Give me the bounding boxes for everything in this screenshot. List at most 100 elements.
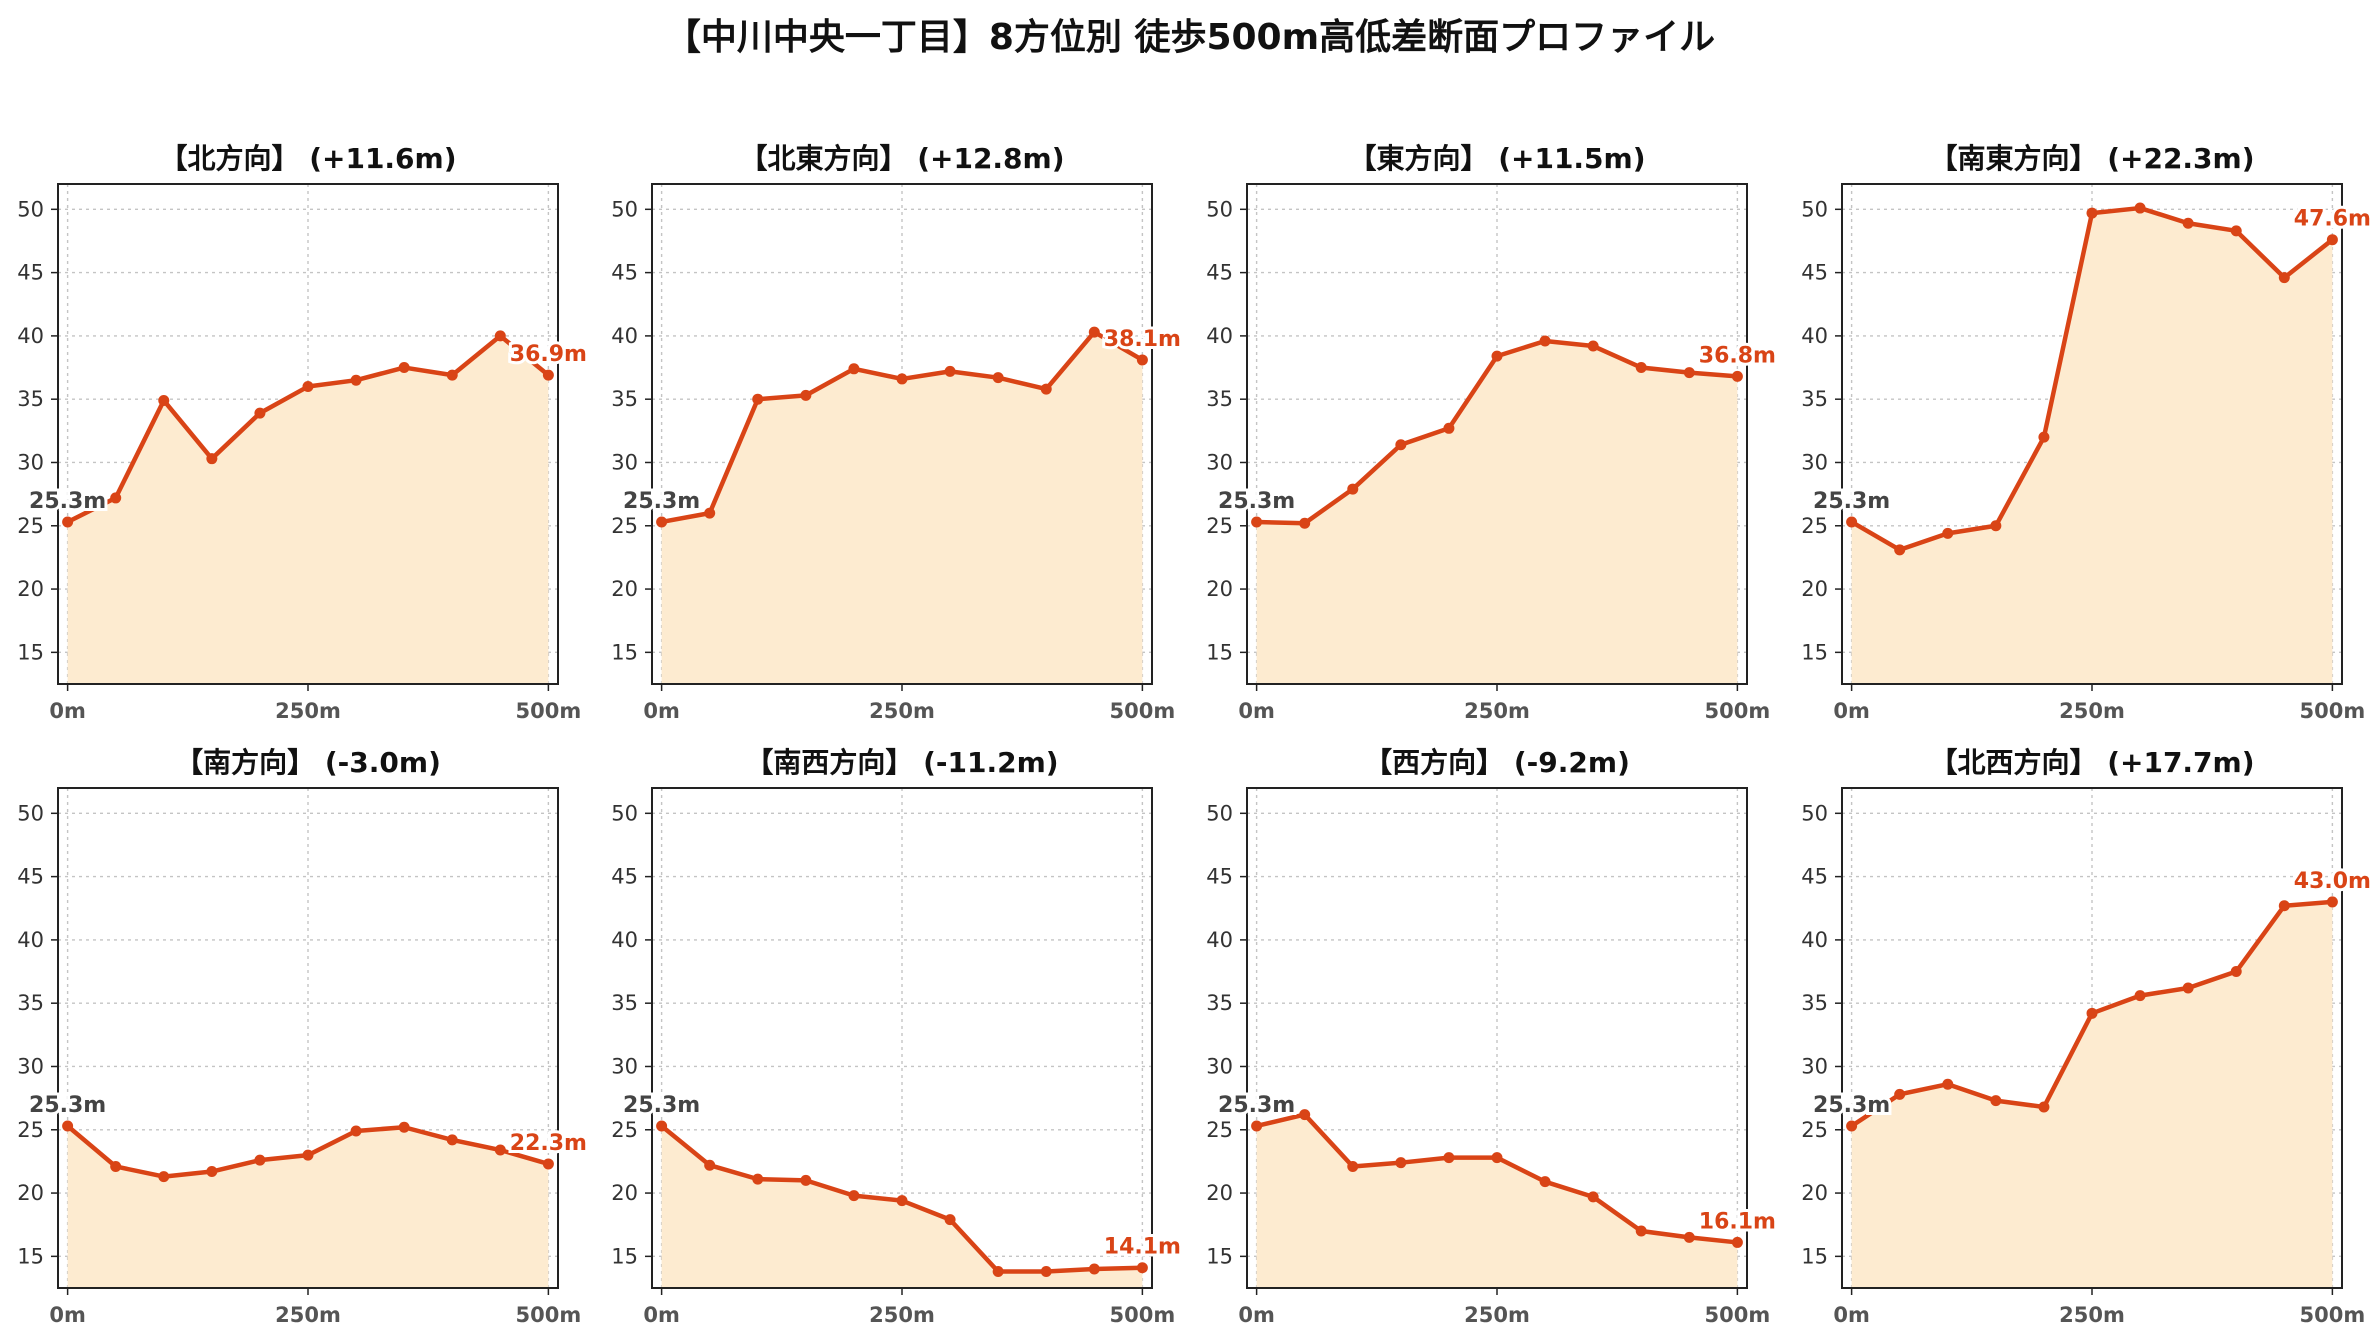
data-point bbox=[1251, 1120, 1263, 1132]
y-tick-label: 35 bbox=[1801, 387, 1828, 411]
start-elevation-label: 25.3m bbox=[623, 489, 700, 514]
data-point bbox=[1587, 1191, 1599, 1203]
x-tick-label: 500m bbox=[516, 699, 582, 723]
data-point bbox=[704, 1159, 716, 1171]
data-point bbox=[398, 1121, 410, 1133]
data-point bbox=[1539, 335, 1551, 347]
data-point bbox=[2278, 272, 2290, 284]
y-tick-label: 45 bbox=[17, 261, 44, 285]
y-tick-label: 45 bbox=[1206, 865, 1233, 889]
y-tick-label: 25 bbox=[611, 514, 638, 538]
y-tick-label: 40 bbox=[17, 324, 44, 348]
x-tick-label: 250m bbox=[275, 699, 341, 723]
data-point bbox=[2086, 207, 2098, 219]
y-tick-label: 50 bbox=[1206, 801, 1233, 825]
x-tick-label: 250m bbox=[2059, 1303, 2125, 1327]
y-tick-label: 25 bbox=[1206, 514, 1233, 538]
data-point bbox=[1088, 326, 1100, 338]
data-point bbox=[1683, 1231, 1695, 1243]
y-tick-label: 45 bbox=[1801, 865, 1828, 889]
data-point bbox=[1443, 1152, 1455, 1164]
y-tick-label: 20 bbox=[1206, 1181, 1233, 1205]
x-tick-label: 500m bbox=[1110, 699, 1176, 723]
y-tick-label: 35 bbox=[611, 387, 638, 411]
data-point bbox=[1942, 1078, 1954, 1090]
end-elevation-label: 36.9m bbox=[510, 342, 587, 367]
y-tick-label: 15 bbox=[1206, 640, 1233, 664]
y-tick-label: 40 bbox=[1206, 928, 1233, 952]
data-point bbox=[2182, 982, 2194, 994]
data-point bbox=[1347, 1160, 1359, 1172]
elevation-area bbox=[67, 335, 549, 684]
data-point bbox=[494, 1144, 506, 1156]
panel-title: 【北西方向】 (+17.7m) bbox=[1929, 746, 2254, 779]
figure-title: 【中川中央一丁目】8方位別 徒歩500m高低差断面プロファイル bbox=[664, 17, 1716, 58]
x-tick-label: 0m bbox=[1238, 699, 1275, 723]
panel-title: 【北東方向】 (+12.8m) bbox=[739, 142, 1064, 175]
y-tick-label: 40 bbox=[1206, 324, 1233, 348]
y-tick-label: 40 bbox=[17, 928, 44, 952]
y-tick-label: 20 bbox=[611, 1181, 638, 1205]
x-tick-label: 0m bbox=[49, 1303, 86, 1327]
data-point bbox=[158, 394, 170, 406]
data-point bbox=[206, 453, 218, 465]
data-point bbox=[206, 1166, 218, 1178]
y-tick-label: 15 bbox=[17, 640, 44, 664]
y-tick-label: 30 bbox=[1206, 1054, 1233, 1078]
y-tick-label: 45 bbox=[611, 865, 638, 889]
x-tick-label: 250m bbox=[275, 1303, 341, 1327]
x-tick-label: 250m bbox=[869, 699, 935, 723]
data-point bbox=[494, 330, 506, 342]
data-point bbox=[2182, 217, 2194, 229]
y-tick-label: 50 bbox=[611, 197, 638, 221]
x-tick-label: 500m bbox=[2300, 699, 2366, 723]
end-elevation-label: 43.0m bbox=[2294, 869, 2371, 894]
y-tick-label: 25 bbox=[17, 514, 44, 538]
data-point bbox=[896, 1195, 908, 1207]
y-tick-label: 45 bbox=[17, 865, 44, 889]
start-elevation-label: 25.3m bbox=[1218, 1093, 1295, 1118]
y-tick-label: 15 bbox=[1801, 1244, 1828, 1268]
y-tick-label: 50 bbox=[1801, 197, 1828, 221]
data-point bbox=[1395, 439, 1407, 451]
x-tick-label: 500m bbox=[1705, 699, 1771, 723]
data-point bbox=[398, 362, 410, 374]
data-point bbox=[542, 369, 554, 381]
y-tick-label: 50 bbox=[1206, 197, 1233, 221]
x-tick-label: 0m bbox=[49, 699, 86, 723]
x-tick-label: 0m bbox=[1833, 1303, 1870, 1327]
data-point bbox=[446, 1134, 458, 1146]
data-point bbox=[1299, 1109, 1311, 1121]
data-point bbox=[1491, 1152, 1503, 1164]
data-point bbox=[1491, 350, 1503, 362]
data-point bbox=[1251, 516, 1263, 528]
data-point bbox=[110, 1160, 122, 1172]
data-point bbox=[62, 516, 74, 528]
data-point bbox=[2086, 1007, 2098, 1019]
y-tick-label: 25 bbox=[611, 1118, 638, 1142]
y-tick-label: 25 bbox=[1801, 1118, 1828, 1142]
data-point bbox=[1299, 517, 1311, 529]
data-point bbox=[896, 373, 908, 385]
start-elevation-label: 25.3m bbox=[29, 1093, 106, 1118]
y-tick-label: 40 bbox=[1801, 324, 1828, 348]
y-tick-label: 35 bbox=[17, 387, 44, 411]
data-point bbox=[752, 1173, 764, 1185]
x-tick-label: 0m bbox=[643, 1303, 680, 1327]
data-point bbox=[1136, 354, 1148, 366]
y-tick-label: 40 bbox=[611, 324, 638, 348]
data-point bbox=[302, 1149, 314, 1161]
y-tick-label: 30 bbox=[1801, 450, 1828, 474]
data-point bbox=[1942, 527, 1954, 539]
data-point bbox=[848, 1190, 860, 1202]
panel-title: 【南方向】 (-3.0m) bbox=[175, 746, 441, 779]
panel-title: 【西方向】 (-9.2m) bbox=[1364, 746, 1630, 779]
data-point bbox=[944, 1214, 956, 1226]
data-point bbox=[1587, 340, 1599, 352]
data-point bbox=[350, 1125, 362, 1137]
